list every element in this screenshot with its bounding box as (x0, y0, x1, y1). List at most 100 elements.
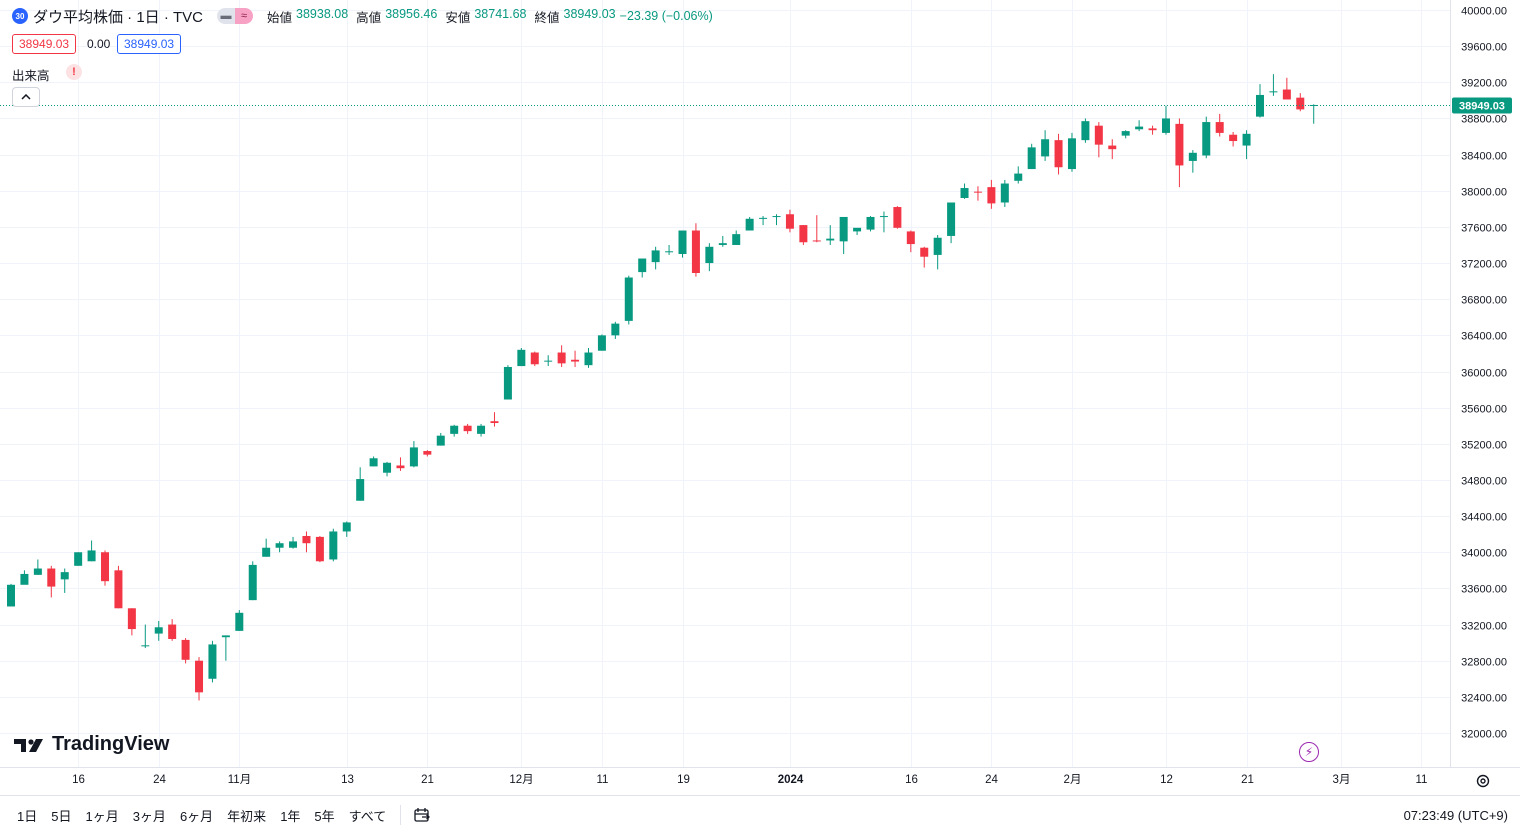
y-tick-label: 35200.00 (1461, 440, 1507, 452)
x-tick-label: 13 (341, 774, 354, 786)
candle (571, 350, 580, 367)
candle (503, 365, 512, 400)
indicator-toggle[interactable]: ▬ ≈ (217, 8, 254, 24)
candle (235, 610, 244, 631)
y-tick-label: 34800.00 (1461, 476, 1507, 488)
last-price-label: 38949.03 (1459, 101, 1505, 113)
candle-body (60, 572, 69, 580)
go-to-date-button[interactable] (412, 805, 432, 825)
clock-timezone[interactable]: 07:23:49 (UTC+9) (1403, 807, 1508, 823)
candle (47, 565, 56, 598)
candle (1215, 113, 1224, 137)
candle (1000, 179, 1009, 208)
approx-icon[interactable]: ≈ (235, 8, 254, 24)
candle (1067, 132, 1076, 172)
range-6m[interactable]: 6ヶ月 (179, 808, 214, 824)
candle (987, 179, 996, 209)
candle (60, 568, 69, 593)
candle (289, 536, 298, 549)
lightning-icon[interactable]: ⚡ (1299, 742, 1319, 762)
x-tick-label: 3月 (1333, 774, 1351, 786)
candle-body (1269, 91, 1278, 93)
candle (1081, 118, 1090, 143)
price-axis[interactable]: 32000.00 32400.00 32800.00 33200.00 33600.00… (1461, 6, 1507, 741)
range-1y[interactable]: 1年 (280, 808, 301, 824)
line-style-icon[interactable]: ▬ (217, 8, 236, 24)
candle-body (356, 479, 365, 501)
candle (87, 540, 96, 562)
y-tick-label: 38400.00 (1461, 151, 1507, 163)
candle (665, 244, 674, 255)
x-tick-label: 11 (597, 774, 609, 786)
range-5y[interactable]: 5年 (314, 808, 335, 824)
spread-value: 0.00 (87, 37, 111, 51)
candle (772, 214, 781, 226)
candle-body (383, 462, 392, 473)
candle (1282, 77, 1291, 100)
candle-body (960, 188, 969, 198)
candle (302, 531, 311, 553)
time-axis[interactable]: 16 24 11月 13 21 12月 11 19 2024 16 24 2月 12 21 3月 11 (72, 774, 1427, 786)
x-tick-label: 24 (153, 774, 166, 786)
range-ytd[interactable]: 年初来 (227, 808, 267, 824)
range-1d[interactable]: 1日 (17, 808, 38, 824)
y-tick-label: 37200.00 (1461, 259, 1507, 271)
candle (973, 186, 982, 201)
x-tick-label: 2月 (1064, 774, 1082, 786)
candle-body (624, 277, 633, 321)
buy-price-button[interactable]: 38949.03 (117, 34, 182, 54)
candle (947, 202, 956, 244)
y-tick-label: 33600.00 (1461, 584, 1507, 596)
y-tick-label: 36400.00 (1461, 331, 1507, 343)
candle-body (141, 645, 150, 647)
candle (1108, 139, 1117, 160)
candle-body (665, 251, 674, 253)
high-label: 高値 (356, 10, 382, 25)
candle (718, 235, 727, 247)
y-tick-label: 36800.00 (1461, 295, 1507, 307)
candle-body (208, 644, 217, 679)
range-3m[interactable]: 3ヶ月 (132, 808, 166, 824)
price-chart[interactable]: 32000.00 32400.00 32800.00 33200.00 33600.00… (0, 0, 1520, 795)
candle (517, 348, 526, 367)
tradingview-logo[interactable]: TradingView (14, 733, 169, 756)
candle (759, 216, 768, 226)
candle-body (584, 352, 593, 366)
candle (1041, 130, 1050, 161)
candle-body (597, 335, 606, 351)
range-1m[interactable]: 1ヶ月 (85, 808, 119, 824)
candle-body (1081, 121, 1090, 141)
candle-body (409, 447, 418, 467)
collapse-legend-button[interactable] (12, 87, 40, 107)
candle (356, 467, 365, 501)
range-5d[interactable]: 5日 (51, 808, 72, 824)
candle (785, 209, 794, 233)
candle (101, 550, 110, 586)
candle-body (114, 570, 123, 609)
symbol-title[interactable]: ダウ平均株価 · 1日 · TVC (33, 8, 204, 26)
candle-body (450, 425, 459, 434)
candle (1148, 125, 1157, 135)
warning-icon[interactable]: ! (66, 64, 82, 80)
volume-label[interactable]: 出来高 (12, 69, 50, 83)
close-label: 終値 (534, 10, 560, 25)
candle (423, 450, 432, 457)
candle-body (651, 250, 660, 263)
candle-body (302, 535, 311, 544)
candle-body (530, 352, 539, 365)
x-tick-label: 11月 (228, 774, 251, 786)
candle-body (1202, 122, 1211, 156)
candle (745, 216, 754, 231)
symbol-badge[interactable]: 30 (12, 8, 28, 24)
candle-body (544, 360, 553, 362)
range-all[interactable]: すべて (348, 808, 387, 824)
chart-settings-button[interactable] (1474, 772, 1492, 790)
change-value: −23.39 (−0.06%) (619, 9, 713, 23)
sell-price-button[interactable]: 38949.03 (12, 34, 77, 54)
candle-body (812, 240, 821, 242)
last-price-marker: 38949.03 (0, 97, 1512, 114)
candle-body (127, 608, 136, 630)
candle (154, 620, 163, 641)
candle (181, 638, 190, 664)
candle-body (248, 564, 257, 601)
